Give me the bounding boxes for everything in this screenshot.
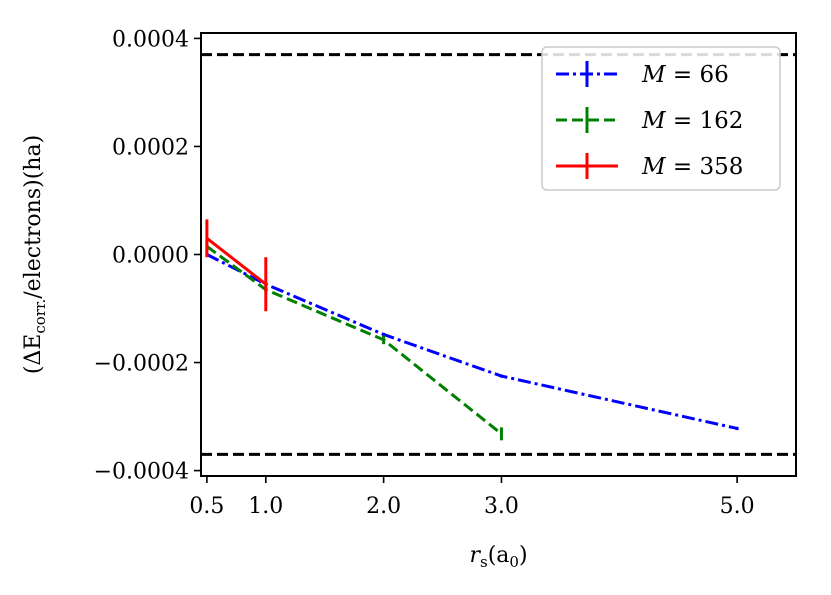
legend-label-2: M = 358 (641, 154, 743, 180)
x-tick-label-4: 5.0 (720, 494, 755, 519)
y-tick-label-0: 0.0004 (112, 27, 189, 52)
series-line-2 (205, 237, 267, 286)
x-tick-label-2: 2.0 (366, 494, 401, 519)
legend-label-0: M = 66 (641, 62, 729, 88)
y-tick-label-3: −0.0002 (94, 352, 189, 377)
x-tick-label-3: 3.0 (484, 494, 519, 519)
x-tick-label-1: 1.0 (248, 494, 283, 519)
plot-area (201, 53, 796, 456)
y-tick-label-2: 0.0000 (112, 244, 189, 269)
series-2 (205, 219, 268, 312)
x-tick-label-0: 0.5 (189, 494, 224, 519)
series-line-0 (206, 253, 738, 430)
x-axis-label: rs(a0) (469, 543, 527, 571)
y-tick-label-1: 0.0002 (112, 135, 189, 160)
series-line-1 (206, 245, 503, 436)
series-0 (205, 252, 739, 431)
y-axis-label: (ΔEcorr./electrons)(ha) (21, 135, 49, 374)
legend: M = 66 M = 162 M = 358 (541, 46, 781, 191)
legend-label-1: M = 162 (641, 108, 743, 134)
legend-box (541, 46, 781, 191)
y-tick-label-4: −0.0004 (94, 460, 189, 485)
